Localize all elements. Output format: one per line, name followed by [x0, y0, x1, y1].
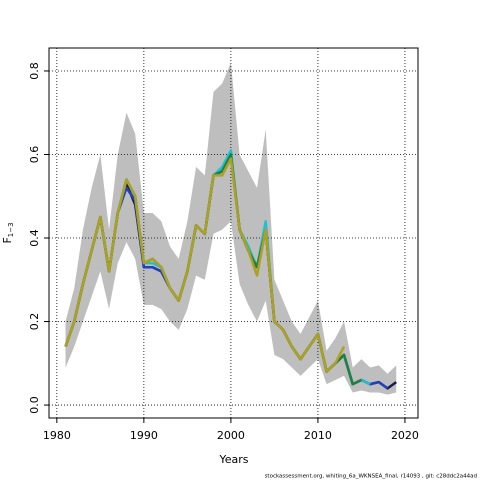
y-axis-label: F1−3 — [1, 222, 15, 243]
y-tick-label: 0.2 — [28, 313, 41, 331]
footer: stockassessment.org, whiting_6a_WKNSEA_f… — [265, 474, 477, 480]
f-line — [64, 157, 346, 373]
x-tick-label: 1990 — [130, 429, 158, 442]
x-axis-label: Years — [218, 453, 248, 466]
plot-frame — [48, 47, 419, 419]
y-tick-label: 0.6 — [28, 146, 41, 164]
x-tick-label: 2020 — [391, 429, 419, 442]
y-tick-label: 0.8 — [28, 62, 41, 80]
x-tick-label: 2000 — [217, 429, 245, 442]
confidence-band — [65, 62, 397, 395]
x-tick-label: 1980 — [43, 429, 71, 442]
x-tick-label: 2010 — [304, 429, 332, 442]
y-tick-label: 0.4 — [28, 229, 41, 247]
y-tick-label: 0.0 — [28, 396, 41, 414]
